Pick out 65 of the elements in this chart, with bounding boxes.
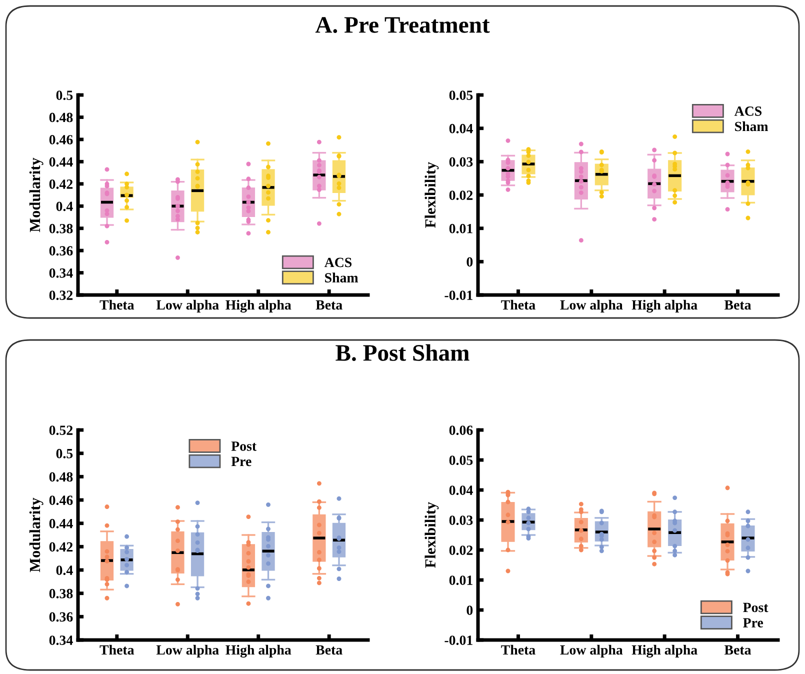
y-tick-label: 0.48 <box>49 112 73 122</box>
y-tick-label: 0.5 <box>56 90 73 100</box>
y-tick-label: 0.4 <box>56 566 73 576</box>
y-tick-label: 0.04 <box>449 486 473 496</box>
y-tick-label: 0 <box>466 606 473 615</box>
x-tick-label: Beta <box>316 300 342 310</box>
x-tick-label: Low alpha <box>156 644 219 658</box>
y-tick-label: 0.03 <box>449 157 473 167</box>
y-tick-label: 0.46 <box>49 496 73 506</box>
y-tick-label: 0.05 <box>449 90 473 100</box>
x-tick-label: Theta <box>100 644 134 655</box>
legend-label: ACS <box>324 258 352 268</box>
y-tick-label: 0.03 <box>449 516 473 526</box>
x-tick-label: Beta <box>316 645 342 655</box>
legend-label: ACS <box>734 106 762 116</box>
legend-label: Pre <box>231 456 252 466</box>
y-tick-label: 0.01 <box>449 576 472 586</box>
y-tick-label: 0.36 <box>49 612 73 622</box>
y-tick-label: 0.34 <box>49 636 73 646</box>
x-tick-label: High alpha <box>632 300 698 313</box>
chart-title: A. Pre Treatment <box>315 17 490 34</box>
y-tick-label: 0.52 <box>49 426 73 436</box>
y-tick-label: 0.02 <box>449 190 473 200</box>
y-tick-label: 0.02 <box>449 546 473 556</box>
x-tick-label: Beta <box>724 300 752 310</box>
x-tick-label: Theta <box>501 644 536 655</box>
y-tick-label: 0.01 <box>449 224 472 234</box>
y-tick-label: 0.5 <box>56 448 73 458</box>
y-tick-label: 0.44 <box>49 157 73 167</box>
y-axis-title: Modularity <box>29 158 44 232</box>
y-axis-title: Flexibility <box>424 162 439 228</box>
y-tick-label: 0.44 <box>49 518 73 528</box>
legend-label: Post <box>743 602 768 612</box>
x-tick-label: Low alpha <box>560 644 623 658</box>
x-tick-label: High alpha <box>632 644 698 658</box>
legend-label: Post <box>231 442 256 451</box>
legend-label: Sham <box>325 272 358 282</box>
y-tick-label: 0.42 <box>49 179 73 189</box>
x-tick-label: High alpha <box>226 644 292 658</box>
y-tick-label: 0.4 <box>56 202 73 212</box>
x-tick-label: High alpha <box>226 300 292 313</box>
y-tick-label: 0.34 <box>49 268 73 278</box>
y-tick-label: 0.38 <box>49 588 73 598</box>
y-tick-label: 0.04 <box>449 124 473 134</box>
legend-label: Sham <box>735 121 768 132</box>
y-tick-label: -0.01 <box>444 636 472 646</box>
y-tick-label: 0 <box>466 257 473 267</box>
y-tick-label: 0.36 <box>49 246 73 256</box>
y-tick-label: 0.38 <box>49 224 73 234</box>
y-axis-title: Modularity <box>29 498 44 572</box>
y-tick-label: 0.42 <box>49 542 73 552</box>
chart-title: B. Post Sham <box>336 344 470 362</box>
x-tick-label: Low alpha <box>560 300 623 312</box>
x-tick-label: Theta <box>501 300 536 310</box>
y-tick-label: 0.48 <box>49 472 73 482</box>
x-tick-label: Beta <box>724 645 752 655</box>
y-tick-label: 0.06 <box>449 426 473 436</box>
y-tick-label: 0.32 <box>49 290 73 300</box>
x-tick-label: Low alpha <box>156 300 219 312</box>
legend-label: Pre <box>743 618 764 628</box>
y-axis-title: Flexibility <box>424 502 439 568</box>
y-tick-label: 0.46 <box>49 135 73 144</box>
x-tick-label: Theta <box>100 300 134 310</box>
y-tick-label: -0.01 <box>444 290 472 300</box>
y-tick-label: 0.05 <box>449 456 473 466</box>
